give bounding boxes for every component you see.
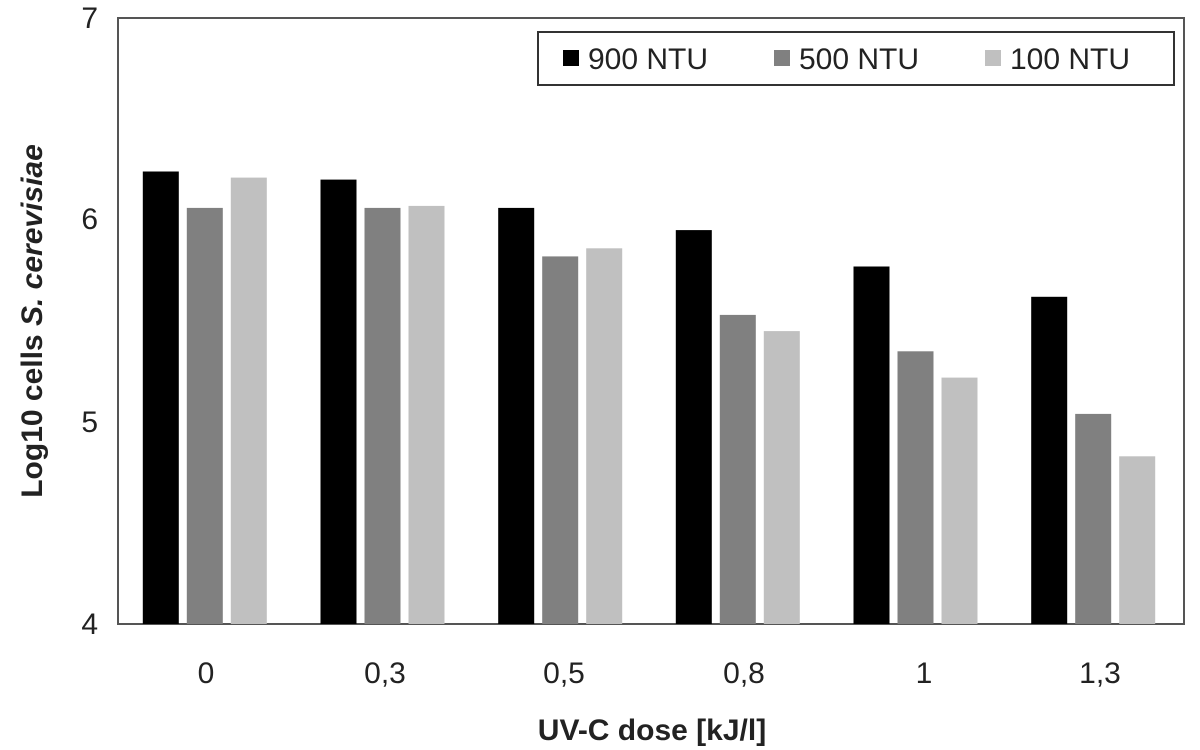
y-axis-title-species: S. cerevisiae	[16, 144, 49, 326]
x-tick-label: 0,8	[723, 657, 765, 690]
bar-900-ntu-0-8	[675, 230, 712, 624]
legend-swatch-900-ntu	[563, 50, 579, 66]
bar-500-ntu-1-3	[1075, 413, 1112, 624]
x-tick-label: 0	[198, 657, 215, 690]
legend-swatch-500-ntu	[774, 50, 790, 66]
bar-100-ntu-0-3	[408, 205, 445, 624]
x-tick-label: 1	[916, 657, 933, 690]
bar-900-ntu-1-3	[1031, 296, 1068, 624]
legend-label-500-ntu: 500 NTU	[799, 43, 919, 76]
bar-900-ntu-0	[142, 171, 179, 624]
bar-100-ntu-0	[230, 177, 267, 624]
bar-100-ntu-1	[941, 377, 978, 624]
x-axis: 0 0,3 0,5 0,8 1 1,3	[198, 657, 1121, 690]
bar-500-ntu-0-8	[719, 314, 756, 624]
bar-100-ntu-1-3	[1119, 456, 1156, 624]
bar-900-ntu-0-5	[498, 207, 535, 624]
y-tick-label: 6	[81, 203, 98, 236]
plot-area	[117, 17, 1185, 625]
bar-100-ntu-0-8	[763, 331, 800, 624]
legend-label-900-ntu: 900 NTU	[588, 43, 708, 76]
x-axis-title: UV-C dose [kJ/l]	[538, 714, 766, 747]
y-axis-title-prefix: Log10 cells	[16, 326, 49, 498]
bar-500-ntu-0-3	[364, 207, 401, 624]
y-axis-title: Log10 cells S. cerevisiae	[16, 144, 49, 498]
bar-100-ntu-0-5	[586, 248, 623, 625]
bar-500-ntu-1	[897, 351, 934, 624]
legend: 900 NTU 500 NTU 100 NTU	[537, 31, 1175, 86]
bar-900-ntu-0-3	[320, 179, 357, 624]
legend-box	[537, 31, 1175, 86]
y-axis: 4 5 6 7	[81, 2, 98, 641]
bar-500-ntu-0	[186, 207, 223, 624]
x-tick-label: 0,3	[364, 657, 406, 690]
bar-900-ntu-1	[853, 266, 890, 624]
y-tick-label: 4	[81, 608, 98, 641]
bar-500-ntu-0-5	[542, 256, 579, 624]
y-tick-label: 7	[81, 2, 98, 35]
x-tick-label: 1,3	[1079, 657, 1121, 690]
legend-swatch-100-ntu	[985, 50, 1001, 66]
y-tick-label: 5	[81, 406, 98, 439]
bars-group	[142, 171, 1156, 625]
x-tick-label: 0,5	[543, 657, 585, 690]
legend-label-100-ntu: 100 NTU	[1010, 43, 1130, 76]
